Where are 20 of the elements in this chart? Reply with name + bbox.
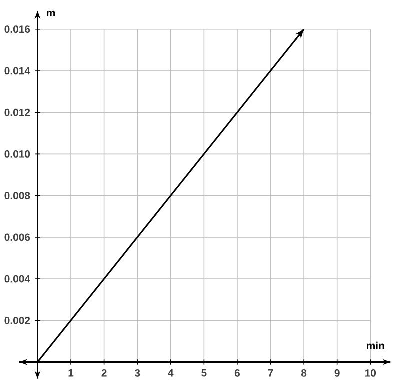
y-tick-label: 0.002 <box>4 317 30 325</box>
x-tick-label: 4 <box>168 370 174 377</box>
x-tick-label: 1 <box>68 370 74 377</box>
y-tick-label: 0.004 <box>4 276 30 283</box>
x-axis-title: min <box>367 342 384 350</box>
x-tick-label: 9 <box>334 370 340 378</box>
x-tick-label: 10 <box>365 370 376 378</box>
y-tick-label: 0.008 <box>4 192 30 200</box>
y-tick-label: 0.014 <box>4 67 30 75</box>
x-tick-label: 2 <box>102 370 107 377</box>
x-tick-label: 3 <box>134 370 140 378</box>
x-tick-label: 7 <box>268 370 274 377</box>
y-axis-title: m <box>47 11 56 17</box>
x-tick-label: 6 <box>234 370 240 378</box>
y-tick-label: 0.010 <box>4 150 30 158</box>
x-tick-label: 5 <box>202 370 207 377</box>
y-tick-label: 0.012 <box>4 109 30 116</box>
y-tick-label: 0.016 <box>4 26 30 34</box>
x-tick-label: 8 <box>301 370 307 378</box>
y-tick-label: 0.006 <box>4 234 30 242</box>
